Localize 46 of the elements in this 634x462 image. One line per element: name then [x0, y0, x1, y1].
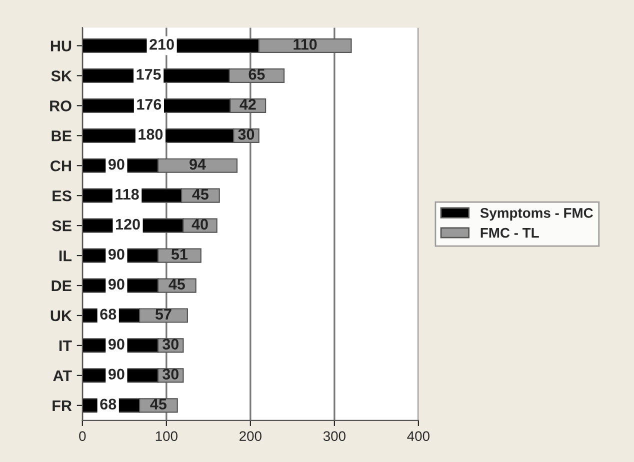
y-tick-label: HU	[50, 40, 72, 52]
y-tick-label: RO	[50, 100, 72, 112]
y-tick-label: CH	[50, 160, 71, 172]
data-label: 118	[116, 188, 139, 200]
data-label: 120	[116, 218, 140, 230]
data-label: 90	[108, 248, 124, 260]
x-tick-label: 100	[156, 431, 178, 442]
x-tick-label: 200	[240, 431, 262, 442]
data-label: 175	[136, 69, 161, 80]
data-label: 57	[155, 308, 172, 320]
legend-label: Symptoms - FMC	[480, 208, 593, 221]
y-tick-label: ES	[52, 190, 72, 202]
data-label: 45	[168, 278, 185, 290]
y-tick-label: UK	[50, 310, 72, 322]
y-tick-label: DE	[52, 280, 72, 292]
data-label: 30	[162, 368, 178, 380]
y-tick-label: BE	[52, 130, 72, 142]
data-label: 30	[162, 338, 178, 350]
data-label: 180	[138, 128, 163, 140]
data-label: 94	[190, 158, 206, 170]
data-label: 45	[192, 189, 209, 200]
y-tick-label: FR	[52, 400, 72, 411]
y-tick-label: IL	[59, 250, 72, 262]
data-label: 51	[171, 248, 188, 260]
data-label: 30	[238, 128, 254, 140]
data-label: 90	[108, 158, 124, 170]
y-tick-label: SE	[52, 220, 72, 232]
data-label: 68	[100, 398, 116, 410]
x-tick-label: 400	[407, 431, 430, 442]
data-label: 65	[248, 68, 265, 80]
data-label: 45	[150, 398, 167, 410]
data-label: 90	[108, 338, 124, 350]
data-label: 90	[108, 278, 124, 290]
data-label: 176	[137, 98, 162, 110]
y-tick-label: AT	[53, 370, 72, 381]
data-label: 90	[108, 368, 124, 380]
y-tick-label: SK	[51, 70, 72, 82]
legend-label: FMC - TL	[480, 228, 539, 238]
data-label: 110	[294, 38, 317, 50]
data-label: 42	[240, 98, 256, 110]
data-label: 40	[192, 218, 208, 230]
x-tick-label: 0	[79, 431, 86, 442]
y-tick-label: IT	[59, 340, 72, 352]
data-label: 68	[100, 308, 116, 320]
data-label: 210	[150, 38, 174, 50]
x-tick-label: 300	[323, 431, 346, 442]
